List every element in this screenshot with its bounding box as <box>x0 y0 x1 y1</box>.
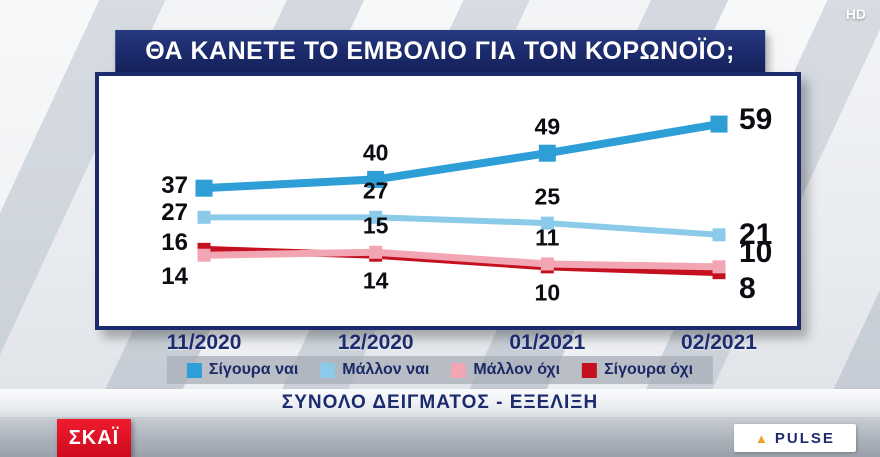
value-label: 15 <box>362 212 389 239</box>
value-label: 40 <box>362 139 389 166</box>
value-label: 14 <box>161 263 188 291</box>
pulse-icon: ▲ <box>755 430 768 446</box>
legend-label: Μάλλον ναι <box>342 361 430 378</box>
legend-swatch <box>582 362 598 378</box>
value-label: 14 <box>362 267 389 294</box>
x-axis-label: 01/2021 <box>509 331 586 354</box>
subtitle-band: ΣΥΝΟΛΟ ΔΕΙΓΜΑΤΟΣ - ΕΞΕΛΙΞΗ <box>0 389 880 417</box>
value-label: 16 <box>161 229 188 257</box>
legend-swatch <box>186 362 202 378</box>
value-label: 49 <box>534 113 561 140</box>
x-axis-label: 11/2020 <box>166 331 242 354</box>
legend-item: Σίγουρα ναι <box>186 361 299 379</box>
value-label: 27 <box>161 199 188 227</box>
pulse-logo: ▲ PULSE <box>734 424 856 452</box>
legend-swatch <box>451 362 467 378</box>
subtitle: ΣΥΝΟΛΟ ΔΕΙΓΜΑΤΟΣ - ΕΞΕΛΙΞΗ <box>281 392 599 413</box>
line-chart <box>195 115 728 280</box>
value-label: 27 <box>362 177 389 204</box>
legend-label: Μάλλον όχι <box>473 361 561 378</box>
chart-legend: Σίγουρα ναι Μάλλον ναι Μάλλον όχι Σίγουρα ό… <box>166 356 714 384</box>
value-label: 59 <box>739 103 773 137</box>
skai-logo: ΣΚΑΪ <box>57 419 131 457</box>
pulse-label: PULSE <box>774 429 835 447</box>
legend-item: Μάλλον όχι <box>451 361 560 379</box>
x-axis-label: 02/2021 <box>681 331 757 354</box>
legend-label: Σίγουρα ναι <box>208 361 299 378</box>
legend-item: Μάλλον ναι <box>320 361 429 379</box>
x-axis-label: 12/2020 <box>337 331 414 354</box>
page-title: ΘΑ ΚΑΝΕΤΕ ΤΟ ΕΜΒΟΛΙΟ ΓΙΑ ΤΟΝ ΚΟΡΩΝΟΪΟ; <box>115 30 765 73</box>
value-label: 10 <box>534 279 561 306</box>
legend-swatch <box>320 362 336 378</box>
legend-item: Σίγουρα όχι <box>582 361 693 379</box>
value-label: 25 <box>534 183 561 210</box>
value-label: 10 <box>739 235 773 269</box>
value-label: 37 <box>161 172 188 200</box>
hd-badge: HD <box>845 6 866 22</box>
bottom-strip <box>0 417 880 457</box>
legend-label: Σίγουρα όχι <box>604 361 694 378</box>
value-label: 11 <box>535 224 560 251</box>
value-label: 21 <box>739 217 773 251</box>
value-label: 8 <box>739 271 756 305</box>
chart-panel: 37 40 49 59 27 27 25 21 14 15 11 10 16 14 10 8 <box>95 72 801 330</box>
x-axis: 11/2020 12/2020 01/2021 02/2021 <box>0 331 880 357</box>
